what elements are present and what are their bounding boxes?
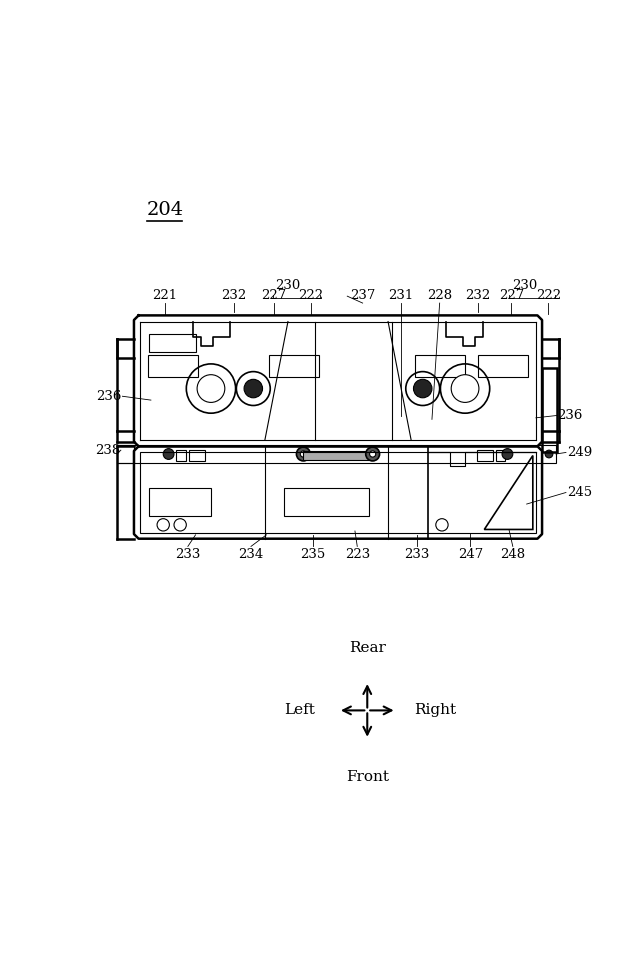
Text: 248: 248 xyxy=(500,548,525,561)
Circle shape xyxy=(451,374,479,402)
Bar xyxy=(303,451,372,460)
Text: 235: 235 xyxy=(300,548,325,561)
Text: 236: 236 xyxy=(96,390,122,403)
Bar xyxy=(542,444,556,464)
Text: 221: 221 xyxy=(152,289,177,301)
Text: Right: Right xyxy=(414,704,456,717)
Text: 222: 222 xyxy=(536,289,561,301)
Bar xyxy=(284,488,369,516)
Bar xyxy=(496,450,505,461)
Bar xyxy=(477,450,493,461)
Circle shape xyxy=(163,448,174,460)
Bar xyxy=(149,334,196,352)
Text: 234: 234 xyxy=(238,548,264,561)
Text: 204: 204 xyxy=(147,202,184,219)
Text: 247: 247 xyxy=(458,548,483,561)
Text: 227: 227 xyxy=(499,289,524,301)
Circle shape xyxy=(300,451,307,457)
Text: Rear: Rear xyxy=(349,641,386,655)
Text: 231: 231 xyxy=(388,289,414,301)
Text: Front: Front xyxy=(346,770,388,783)
Bar xyxy=(269,355,319,377)
Circle shape xyxy=(502,448,513,460)
Text: 232: 232 xyxy=(221,289,246,301)
Text: Left: Left xyxy=(285,704,316,717)
Circle shape xyxy=(365,447,380,461)
Bar xyxy=(140,452,536,533)
Text: 236: 236 xyxy=(557,409,583,422)
Bar xyxy=(148,355,198,377)
Bar xyxy=(542,368,557,452)
Bar xyxy=(176,450,186,461)
Circle shape xyxy=(197,374,225,402)
Text: 237: 237 xyxy=(350,289,375,301)
Circle shape xyxy=(244,379,262,397)
Text: 233: 233 xyxy=(175,548,200,561)
Bar xyxy=(149,488,211,516)
Text: 230: 230 xyxy=(512,279,537,292)
Text: 233: 233 xyxy=(404,548,429,561)
Text: 228: 228 xyxy=(427,289,452,301)
Text: 223: 223 xyxy=(344,548,370,561)
Text: 230: 230 xyxy=(275,279,301,292)
Text: 238: 238 xyxy=(95,444,120,457)
Text: 245: 245 xyxy=(566,486,592,499)
Text: 222: 222 xyxy=(298,289,324,301)
Text: 227: 227 xyxy=(262,289,287,301)
Circle shape xyxy=(369,451,376,457)
Circle shape xyxy=(545,450,553,458)
Circle shape xyxy=(296,447,310,461)
Text: 249: 249 xyxy=(566,446,592,459)
Circle shape xyxy=(413,379,432,397)
Bar xyxy=(478,355,528,377)
Bar xyxy=(415,355,465,377)
Text: 232: 232 xyxy=(465,289,491,301)
Bar xyxy=(117,444,134,464)
Bar xyxy=(189,450,205,461)
